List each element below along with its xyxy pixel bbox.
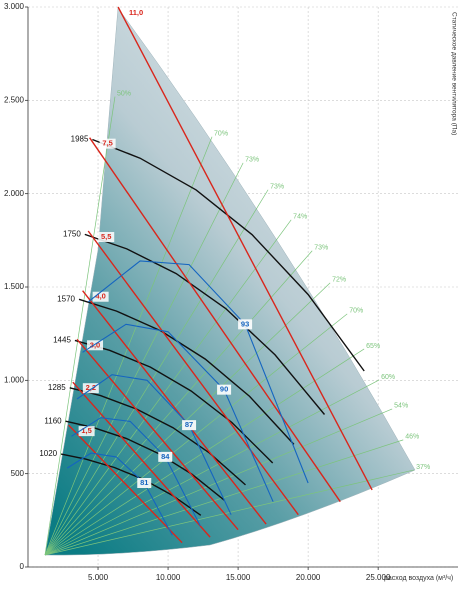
system-line <box>44 348 365 556</box>
efficiency-percent-label: 70% <box>214 131 228 138</box>
speed-label: 1160 <box>44 416 62 425</box>
x-axis-label: расход воздуха (м³/ч) <box>384 575 453 582</box>
power-label-bg <box>98 232 115 242</box>
power-label-bg <box>92 291 109 302</box>
efficiency-percent-label: 37% <box>416 464 430 471</box>
y-tick-label: 1.500 <box>4 282 25 291</box>
efficiency-label: 87 <box>185 420 193 429</box>
power-label-bg <box>78 426 95 437</box>
y-tick-label: 2.500 <box>4 95 25 104</box>
power-label-bg <box>87 340 104 351</box>
speed-curve <box>74 339 274 464</box>
speed-curve <box>60 453 202 516</box>
efficiency-percent-label: 73% <box>270 184 284 191</box>
power-label: 2,2 <box>86 383 96 392</box>
power-curve <box>89 137 341 503</box>
system-line <box>44 439 404 556</box>
system-line <box>44 282 331 556</box>
y-tick-label: 3.000 <box>4 2 25 11</box>
power-curve <box>68 424 183 544</box>
speed-label: 1570 <box>57 294 75 303</box>
efficiency-percent-label: 46% <box>405 434 419 441</box>
power-curve <box>117 6 373 491</box>
efficiency-percent-label: 72% <box>332 277 346 284</box>
system-line <box>44 408 393 556</box>
system-line <box>44 250 313 556</box>
power-label: 1,5 <box>81 426 91 435</box>
efficiency-label-bg <box>158 451 173 462</box>
speed-label: 1020 <box>39 449 57 458</box>
speed-label: 1985 <box>71 135 89 144</box>
power-curve <box>82 290 267 525</box>
y-axis-label: Статическое давление вентилятора (Па) <box>450 12 457 135</box>
x-tick-label: 20.000 <box>296 573 321 582</box>
x-tick-label: 5.000 <box>88 573 109 582</box>
x-tick-label: 25.000 <box>366 573 391 582</box>
efficiency-percent-label: 50% <box>117 90 131 97</box>
system-line <box>44 189 269 556</box>
efficiency-percent-label: 74% <box>293 214 307 221</box>
speed-curve <box>92 138 365 372</box>
efficiency-percent-label: 73% <box>314 245 328 252</box>
speed-curve <box>84 233 326 415</box>
y-tick-label: 0 <box>20 562 25 571</box>
efficiency-curve <box>76 374 232 515</box>
power-label: 4,0 <box>95 292 105 301</box>
efficiency-curve <box>71 417 201 527</box>
efficiency-percent-label: 54% <box>394 403 408 410</box>
system-line <box>44 162 244 556</box>
y-tick-label: 500 <box>11 469 25 478</box>
operating-region <box>44 7 416 556</box>
efficiency-percent-label: 65% <box>366 343 380 350</box>
efficiency-label: 84 <box>161 452 170 461</box>
power-curve <box>87 230 299 516</box>
power-label-bg <box>82 383 99 394</box>
efficiency-label-bg <box>217 384 232 395</box>
efficiency-label: 90 <box>220 385 228 394</box>
efficiency-curve <box>66 452 173 536</box>
efficiency-curve <box>87 260 309 484</box>
system-line <box>44 379 380 556</box>
speed-label: 1285 <box>48 383 66 392</box>
speed-label: 1445 <box>53 335 71 344</box>
power-label: 5,5 <box>101 232 111 241</box>
power-label: 11,0 <box>129 8 143 17</box>
system-line <box>44 219 292 556</box>
speed-curve <box>69 387 246 486</box>
power-curve <box>76 338 239 531</box>
y-tick-label: 1.000 <box>4 375 25 384</box>
efficiency-label-bg <box>238 319 253 330</box>
y-tick-label: 2.000 <box>4 189 25 198</box>
speed-curve <box>78 298 295 445</box>
power-curve <box>72 381 211 538</box>
power-label-bg <box>128 8 145 18</box>
efficiency-curve <box>82 323 274 502</box>
efficiency-label: 81 <box>140 478 148 487</box>
efficiency-percent-label: 73% <box>245 157 259 164</box>
speed-label: 1750 <box>63 229 81 238</box>
x-tick-label: 10.000 <box>156 573 181 582</box>
system-line <box>44 96 116 556</box>
efficiency-percent-label: 70% <box>349 308 363 315</box>
x-tick-label: 15.000 <box>226 573 251 582</box>
efficiency-label: 93 <box>241 319 249 328</box>
power-label-bg <box>99 138 116 149</box>
efficiency-percent-label: 60% <box>381 374 395 381</box>
power-label: 7,5 <box>102 139 112 148</box>
efficiency-label-bg <box>182 420 197 431</box>
system-line <box>44 136 213 556</box>
efficiency-label-bg <box>137 478 152 488</box>
